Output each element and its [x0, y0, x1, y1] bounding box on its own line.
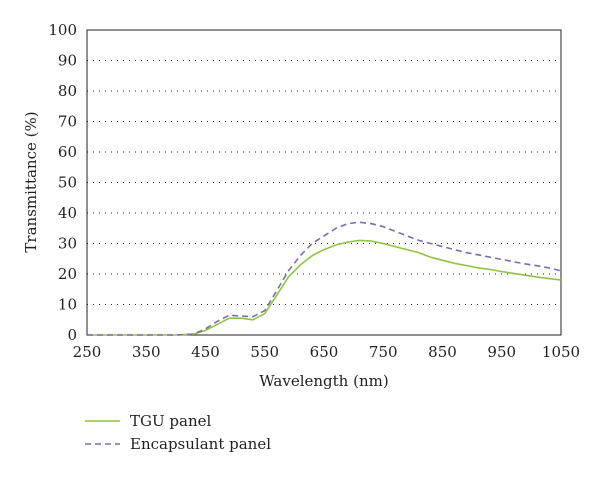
legend: TGU panel Encapsulant panel [85, 412, 271, 453]
x-tick-label-950: 950 [487, 343, 516, 361]
series-line-tgu-panel [87, 239, 562, 336]
x-tick-label-650: 650 [310, 343, 339, 361]
y-tick-label-0: 0 [67, 326, 77, 344]
y-tick-label-80: 80 [58, 82, 77, 100]
x-axis-label: Wavelength (nm) [259, 372, 388, 390]
x-tick-label-850: 850 [428, 343, 457, 361]
x-tick-label-750: 750 [369, 343, 398, 361]
x-tick-label-1050: 1050 [542, 343, 580, 361]
legend-label-encapsulant-panel: Encapsulant panel [130, 435, 271, 453]
x-tick-labels: 250 350 450 550 650 750 850 950 1050 [73, 343, 580, 361]
plot-frame [86, 29, 562, 336]
x-tick-label-450: 450 [191, 343, 220, 361]
series-line-encapsulant-panel [87, 221, 562, 336]
y-axis-label: Transmittance (%) [22, 111, 40, 252]
y-tick-label-20: 20 [58, 265, 77, 283]
y-tick-label-60: 60 [58, 143, 77, 161]
x-tick-label-350: 350 [132, 343, 161, 361]
y-tick-labels: 0 10 20 30 40 50 60 70 80 90 100 [48, 21, 77, 344]
series-layer [87, 221, 562, 336]
legend-label-tgu-panel: TGU panel [130, 412, 211, 430]
y-tick-label-30: 30 [58, 235, 77, 253]
y-tick-label-70: 70 [58, 113, 77, 131]
grid-lines [87, 60, 561, 305]
y-tick-label-40: 40 [58, 204, 77, 222]
y-tick-label-90: 90 [58, 52, 77, 70]
y-tick-label-10: 10 [58, 296, 77, 314]
y-tick-label-100: 100 [48, 21, 77, 39]
x-tick-label-550: 550 [250, 343, 279, 361]
x-tick-label-250: 250 [73, 343, 102, 361]
y-tick-label-50: 50 [58, 174, 77, 192]
